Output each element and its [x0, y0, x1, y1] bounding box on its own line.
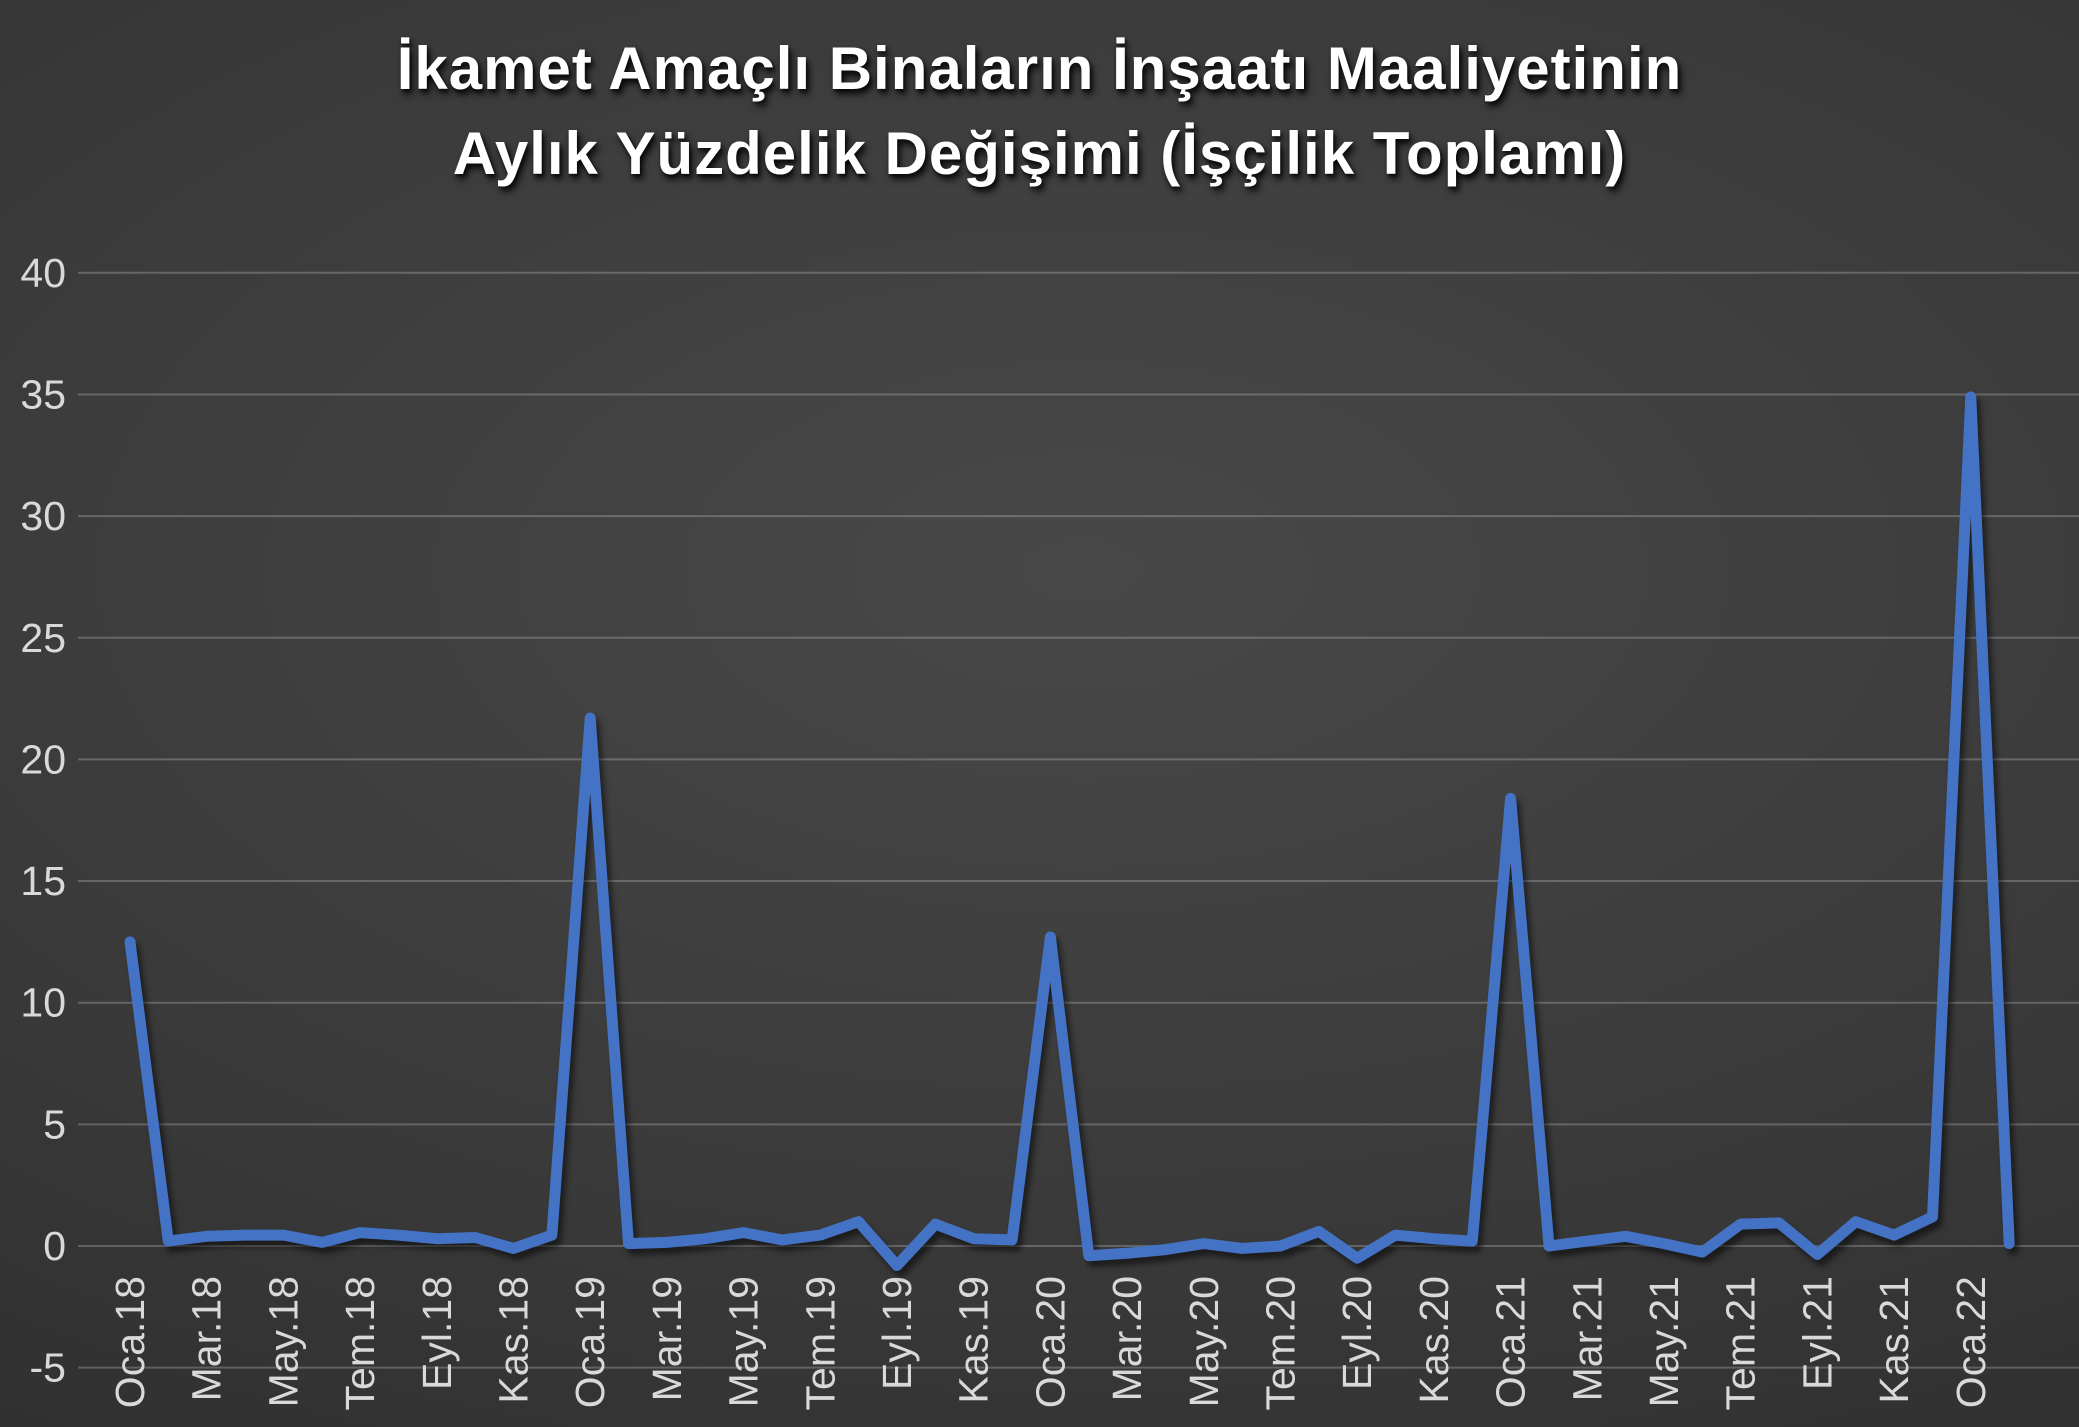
y-tick-label-15: 15: [20, 858, 66, 904]
x-tick-label-Oca.18: Oca.18: [107, 1276, 153, 1408]
x-tick-label-May.21: May.21: [1641, 1276, 1687, 1407]
x-tick-label-May.18: May.18: [260, 1276, 306, 1407]
y-tick-label-5: 5: [43, 1101, 66, 1147]
x-tick-label-Eyl.21: Eyl.21: [1794, 1276, 1840, 1390]
x-tick-label-Tem.21: Tem.21: [1718, 1276, 1764, 1410]
x-tick-label-Kas.20: Kas.20: [1411, 1276, 1457, 1404]
y-tick-label-10: 10: [20, 980, 66, 1026]
y-axis-labels: 40 35 30 25 20 15 10 5 0 -5: [20, 250, 66, 1391]
y-tick-label-40: 40: [20, 250, 66, 296]
x-tick-label-Mar.19: Mar.19: [644, 1276, 690, 1401]
y-tick-label-35: 35: [20, 371, 66, 417]
x-tick-label-Eyl.20: Eyl.20: [1334, 1276, 1380, 1390]
y-tick-label--5: -5: [30, 1345, 66, 1391]
x-tick-label-May.19: May.19: [721, 1276, 767, 1407]
data-series-line: [124, 391, 2015, 1271]
chart-title-line1: İkamet Amaçlı Binaların İnşaatı Maaliyet…: [396, 35, 1683, 102]
x-tick-label-Oca.20: Oca.20: [1027, 1276, 1073, 1408]
x-tick-label-Oca.22: Oca.22: [1948, 1276, 1994, 1408]
x-tick-label-Tem.18: Tem.18: [337, 1276, 383, 1410]
x-tick-label-Oca.19: Oca.19: [567, 1276, 613, 1408]
x-tick-label-Kas.21: Kas.21: [1871, 1276, 1917, 1404]
x-tick-label-Tem.19: Tem.19: [797, 1276, 843, 1410]
x-tick-label-Mar.21: Mar.21: [1564, 1276, 1610, 1401]
x-tick-label-Eyl.18: Eyl.18: [414, 1276, 460, 1390]
y-tick-label-0: 0: [43, 1223, 66, 1269]
x-tick-label-Kas.19: Kas.19: [951, 1276, 997, 1404]
chart-title: İkamet Amaçlı Binaların İnşaatı Maaliyet…: [0, 26, 2079, 196]
x-tick-label-Kas.18: Kas.18: [491, 1276, 537, 1404]
chart-title-line2: Aylık Yüzdelik Değişimi (İşçilik Toplamı…: [452, 120, 1627, 188]
y-tick-label-25: 25: [20, 615, 66, 661]
y-tick-label-30: 30: [20, 493, 66, 539]
x-tick-label-May.20: May.20: [1181, 1276, 1227, 1407]
x-axis-labels: Oca.18 Mar.18 May.18 Tem.18 Eyl.18 Kas.18 Oca.…: [107, 1276, 1994, 1410]
x-tick-label-Mar.20: Mar.20: [1104, 1276, 1150, 1401]
x-tick-label-Oca.21: Oca.21: [1488, 1276, 1534, 1408]
y-tick-label-20: 20: [20, 736, 66, 782]
x-tick-label-Mar.18: Mar.18: [184, 1276, 230, 1401]
x-tick-label-Eyl.19: Eyl.19: [874, 1276, 920, 1390]
x-tick-label-Tem.20: Tem.20: [1258, 1276, 1304, 1410]
